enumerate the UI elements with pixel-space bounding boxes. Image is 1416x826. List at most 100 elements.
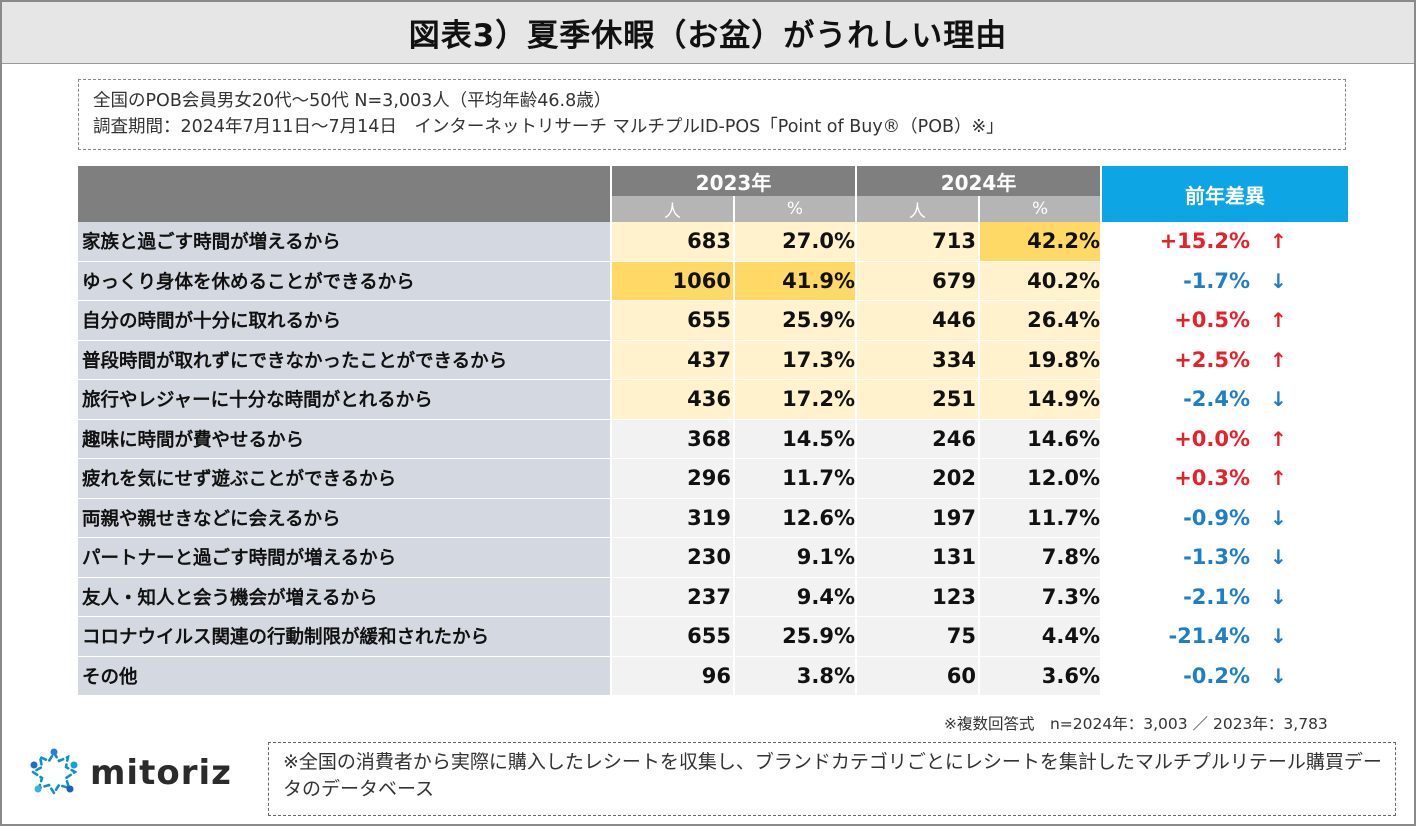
header-blank-cell xyxy=(78,166,610,222)
pct-2024: 14.6% xyxy=(980,419,1101,459)
header-unit-pct-2023: % xyxy=(735,196,856,222)
count-2024: 75 xyxy=(857,617,979,657)
count-2024: 123 xyxy=(857,577,979,617)
pct-2023: 17.2% xyxy=(735,380,856,420)
arrow-down-icon: ↓ xyxy=(1262,380,1349,420)
diff-value: +0.5% xyxy=(1102,301,1263,341)
count-2023: 96 xyxy=(612,656,733,696)
pct-2023: 17.3% xyxy=(735,340,856,380)
table-row: ゆっくり身体を休めることができるから 1060 41.9% 679 40.2% -1.7%… xyxy=(78,261,1349,301)
mitoriz-logo-text: mitoriz xyxy=(90,753,232,793)
reasons-table: 2023年 2024年 前年差異 人 % 人 % 家族と過ごす時間が増えるから 6… xyxy=(78,166,1349,696)
count-2023: 319 xyxy=(612,498,733,538)
header-unit-people-2023: 人 xyxy=(612,196,733,222)
table-row: パートナーと過ごす時間が増えるから 230 9.1% 131 7.8% -1.3% ↓ xyxy=(78,538,1349,578)
arrow-up-icon: ↑ xyxy=(1262,301,1349,341)
pct-2024: 26.4% xyxy=(980,301,1101,341)
survey-line-1: 全国のPOB会員男女20代〜50代 N=3,003人（平均年齢46.8歳） xyxy=(93,91,612,111)
table-row: 趣味に時間が費やせるから 368 14.5% 246 14.6% +0.0% ↑ xyxy=(78,419,1349,459)
count-2023: 1060 xyxy=(612,261,733,301)
footer-note-box: ※全国の消費者から実際に購入したレシートを収集し、ブランドカテゴリごとにレシート… xyxy=(268,742,1396,816)
row-label: その他 xyxy=(78,656,610,696)
diff-value: +15.2% xyxy=(1102,222,1263,262)
diff-value: -0.2% xyxy=(1102,656,1263,696)
row-label: 普段時間が取れずにできなかったことができるから xyxy=(78,340,610,380)
count-2024: 197 xyxy=(857,498,979,538)
diff-value: -1.3% xyxy=(1102,538,1263,578)
row-label: 趣味に時間が費やせるから xyxy=(78,419,610,459)
pct-2024: 12.0% xyxy=(980,459,1101,499)
arrow-down-icon: ↓ xyxy=(1262,617,1349,657)
count-2024: 713 xyxy=(857,222,979,262)
pct-2024: 7.8% xyxy=(980,538,1101,578)
row-label: パートナーと過ごす時間が増えるから xyxy=(78,538,610,578)
count-2024: 60 xyxy=(857,656,979,696)
pct-2024: 14.9% xyxy=(980,380,1101,420)
diff-value: +0.0% xyxy=(1102,419,1263,459)
count-2023: 237 xyxy=(612,577,733,617)
count-2023: 437 xyxy=(612,340,733,380)
arrow-down-icon: ↓ xyxy=(1262,577,1349,617)
table-row: 旅行やレジャーに十分な時間がとれるから 436 17.2% 251 14.9% -2.4%… xyxy=(78,380,1349,420)
table-row: 両親や親せきなどに会えるから 319 12.6% 197 11.7% -0.9% ↓ xyxy=(78,498,1349,538)
pct-2023: 9.1% xyxy=(735,538,856,578)
pct-2024: 42.2% xyxy=(980,222,1101,262)
table-row: その他 96 3.8% 60 3.6% -0.2% ↓ xyxy=(78,656,1349,696)
table-row: 家族と過ごす時間が増えるから 683 27.0% 713 42.2% +15.2% ↑ xyxy=(78,222,1349,262)
row-label: ゆっくり身体を休めることができるから xyxy=(78,261,610,301)
arrow-up-icon: ↑ xyxy=(1262,419,1349,459)
count-2024: 131 xyxy=(857,538,979,578)
arrow-down-icon: ↓ xyxy=(1262,656,1349,696)
pct-2024: 11.7% xyxy=(980,498,1101,538)
title-bar: 図表3）夏季休暇（お盆）がうれしい理由 xyxy=(2,2,1414,64)
diff-value: -21.4% xyxy=(1102,617,1263,657)
pct-2023: 14.5% xyxy=(735,419,856,459)
count-2024: 446 xyxy=(857,301,979,341)
count-2023: 655 xyxy=(612,301,733,341)
footer-note-text: ※全国の消費者から実際に購入したレシートを収集し、ブランドカテゴリごとにレシート… xyxy=(283,751,1382,800)
row-label: 旅行やレジャーに十分な時間がとれるから xyxy=(78,380,610,420)
diff-value: -2.4% xyxy=(1102,380,1263,420)
table-row: 普段時間が取れずにできなかったことができるから 437 17.3% 334 19.8% +… xyxy=(78,340,1349,380)
mitoriz-logo-icon xyxy=(30,748,78,796)
pct-2024: 3.6% xyxy=(980,656,1101,696)
pct-2023: 3.8% xyxy=(735,656,856,696)
count-2023: 296 xyxy=(612,459,733,499)
pct-2024: 40.2% xyxy=(980,261,1101,301)
count-2023: 655 xyxy=(612,617,733,657)
arrow-down-icon: ↓ xyxy=(1262,538,1349,578)
row-label: 自分の時間が十分に取れるから xyxy=(78,301,610,341)
count-2023: 683 xyxy=(612,222,733,262)
count-2024: 251 xyxy=(857,380,979,420)
count-2024: 246 xyxy=(857,419,979,459)
diff-value: -0.9% xyxy=(1102,498,1263,538)
pct-2024: 7.3% xyxy=(980,577,1101,617)
arrow-down-icon: ↓ xyxy=(1262,261,1349,301)
row-label: コロナウイルス関連の行動制限が緩和されたから xyxy=(78,617,610,657)
header-unit-pct-2024: % xyxy=(980,196,1101,222)
row-label: 疲れを気にせず遊ぶことができるから xyxy=(78,459,610,499)
count-2024: 202 xyxy=(857,459,979,499)
row-label: 友人・知人と会う機会が増えるから xyxy=(78,577,610,617)
mitoriz-logo: mitoriz xyxy=(26,743,256,803)
arrow-up-icon: ↑ xyxy=(1262,222,1349,262)
pct-2023: 25.9% xyxy=(735,617,856,657)
pct-2023: 9.4% xyxy=(735,577,856,617)
arrow-up-icon: ↑ xyxy=(1262,340,1349,380)
table-row: 友人・知人と会う機会が増えるから 237 9.4% 123 7.3% -2.1% ↓ xyxy=(78,577,1349,617)
pct-2023: 12.6% xyxy=(735,498,856,538)
table-row: 疲れを気にせず遊ぶことができるから 296 11.7% 202 12.0% +0.3% ↑ xyxy=(78,459,1349,499)
count-2023: 436 xyxy=(612,380,733,420)
pct-2023: 11.7% xyxy=(735,459,856,499)
survey-info-box: 全国のPOB会員男女20代〜50代 N=3,003人（平均年齢46.8歳） 調査… xyxy=(78,79,1346,150)
pct-2024: 4.4% xyxy=(980,617,1101,657)
count-2023: 230 xyxy=(612,538,733,578)
header-diff: 前年差異 xyxy=(1102,166,1349,222)
pct-2023: 25.9% xyxy=(735,301,856,341)
pct-2023: 41.9% xyxy=(735,261,856,301)
pct-2024: 19.8% xyxy=(980,340,1101,380)
header-year-2023: 2023年 xyxy=(612,166,856,196)
diff-value: +0.3% xyxy=(1102,459,1263,499)
diff-value: -2.1% xyxy=(1102,577,1263,617)
